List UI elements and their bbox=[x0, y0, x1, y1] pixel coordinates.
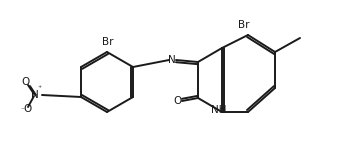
Text: Br: Br bbox=[102, 37, 114, 47]
Text: NH: NH bbox=[211, 105, 227, 115]
Text: ⁺: ⁺ bbox=[38, 84, 42, 94]
Text: ⁻: ⁻ bbox=[20, 105, 24, 114]
Text: N: N bbox=[31, 90, 39, 100]
Text: N: N bbox=[168, 55, 176, 65]
Text: Br: Br bbox=[238, 20, 250, 30]
Text: O: O bbox=[174, 96, 182, 106]
Text: O: O bbox=[24, 104, 32, 114]
Text: O: O bbox=[22, 77, 30, 87]
